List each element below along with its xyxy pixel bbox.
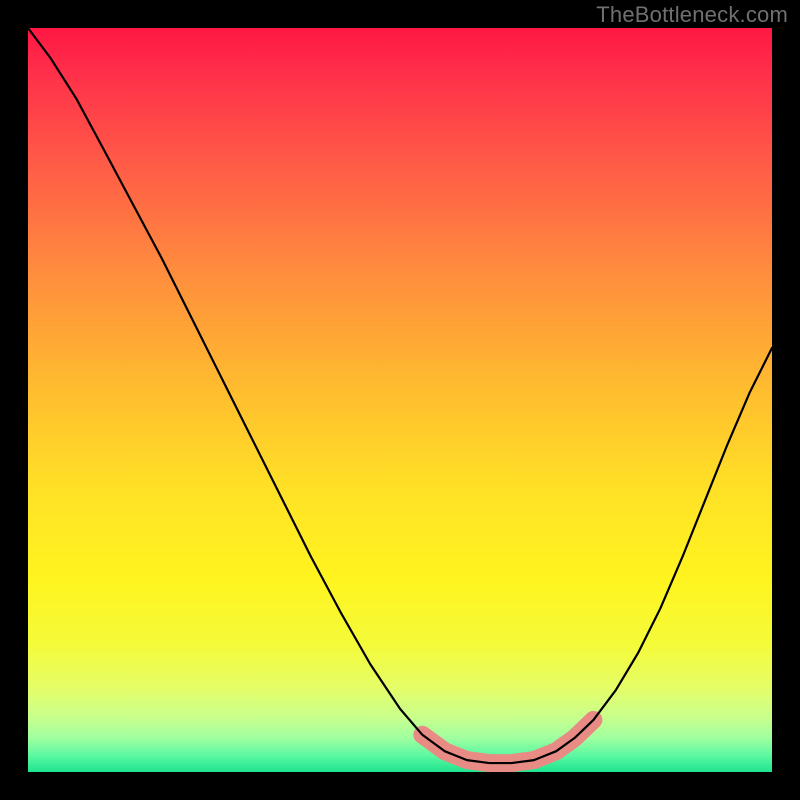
chart-plot-background: [28, 28, 772, 772]
watermark-text: TheBottleneck.com: [596, 2, 788, 28]
bottleneck-chart: [0, 0, 800, 800]
chart-stage: TheBottleneck.com: [0, 0, 800, 800]
